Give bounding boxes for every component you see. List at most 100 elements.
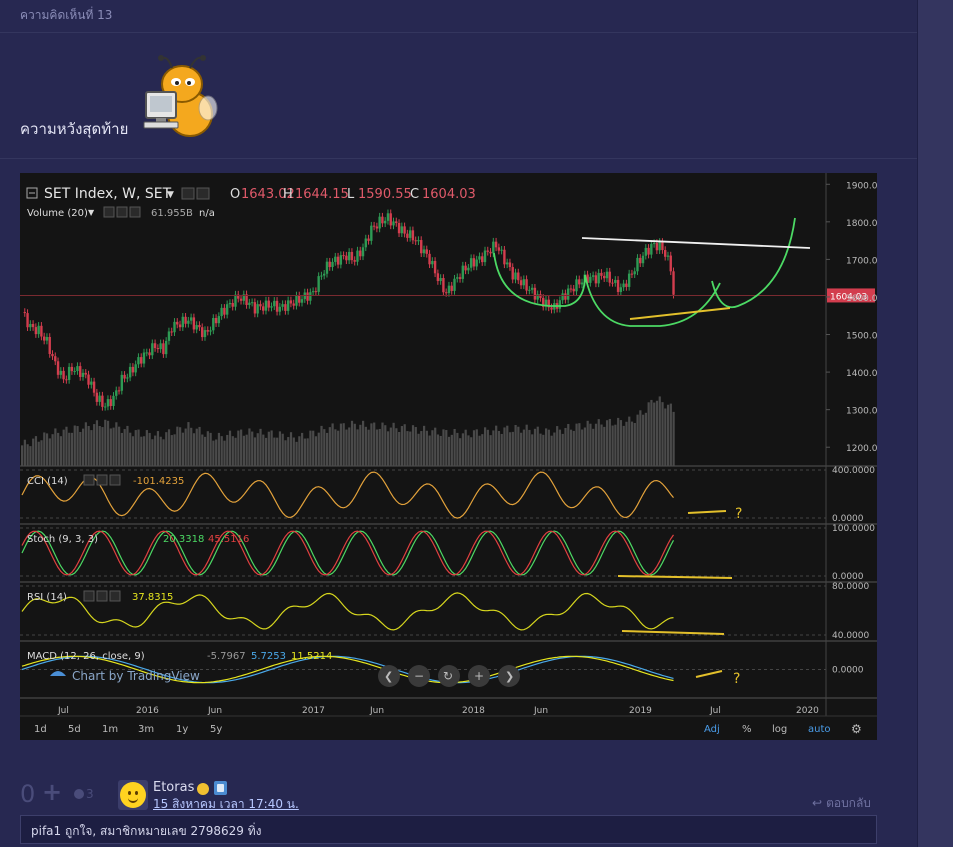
scale-option[interactable]: Adj xyxy=(704,724,720,735)
candle-body xyxy=(239,298,243,301)
timeframe-1m[interactable]: 1m xyxy=(102,724,118,735)
volume-bar xyxy=(655,400,659,466)
volume-bar xyxy=(203,436,207,466)
candle-body xyxy=(306,292,309,301)
candle-body xyxy=(103,406,107,408)
volume-bar xyxy=(309,430,312,466)
candle-body xyxy=(189,317,193,321)
candle-body xyxy=(117,390,121,392)
volume-bar xyxy=(251,431,254,466)
gear-icon[interactable]: ⚙ xyxy=(851,722,862,736)
cci-close-icon[interactable] xyxy=(109,474,121,486)
candle-body xyxy=(56,361,60,375)
support-line xyxy=(629,307,731,320)
chart-nav-buttons[interactable]: ❮ − ↻ + ❯ xyxy=(378,665,520,687)
rsi-value: 37.8315 xyxy=(132,592,173,603)
rsi-eye-icon[interactable] xyxy=(83,590,95,602)
candle-body xyxy=(630,273,634,275)
x-tick-label: 2016 xyxy=(136,706,159,716)
volume-bar xyxy=(672,411,675,466)
volume-bar xyxy=(223,440,226,466)
volume-bar xyxy=(206,431,209,466)
price-tick-label: 1600.00 xyxy=(846,294,877,304)
settings-icon[interactable] xyxy=(196,187,210,200)
candle-body xyxy=(95,392,99,402)
candle-body xyxy=(314,291,318,293)
volume-bar xyxy=(464,429,467,466)
volume-bar xyxy=(317,432,320,466)
candle-body xyxy=(514,272,517,280)
candle-body xyxy=(558,300,562,309)
emotion-icon[interactable] xyxy=(74,789,84,799)
candle-body xyxy=(309,292,312,301)
candle-body xyxy=(198,325,201,328)
cci-eye-icon[interactable] xyxy=(83,474,95,486)
volume-bar xyxy=(428,435,431,466)
rsi-settings-icon[interactable] xyxy=(96,590,108,602)
tradingview-chart[interactable]: 1604.03 ?? 1900.001800.001700.001600.001… xyxy=(20,173,877,740)
scale-option[interactable]: auto xyxy=(808,724,831,735)
volume-eye-icon[interactable] xyxy=(103,206,115,218)
volume-bar xyxy=(215,439,218,466)
post-date-link[interactable]: 15 สิงหาคม เวลา 17:40 น. xyxy=(153,797,299,811)
volume-bar xyxy=(603,426,606,466)
stoch-label: Stoch (9, 3, 3) xyxy=(27,534,98,545)
volume-close-icon[interactable] xyxy=(129,206,141,218)
candle-body xyxy=(256,304,259,314)
vote-plus-button[interactable]: + xyxy=(42,778,63,806)
reply-button[interactable]: ↩ ตอบกลับ xyxy=(812,794,871,813)
candle-body xyxy=(669,255,672,272)
macd-question-mark: ? xyxy=(733,671,740,687)
volume-settings-icon[interactable] xyxy=(116,206,128,218)
timeframe-3m[interactable]: 3m xyxy=(138,724,154,735)
timeframe-5d[interactable]: 5d xyxy=(68,724,81,735)
candle-body xyxy=(187,320,190,324)
candle-body xyxy=(525,279,528,291)
volume-bar xyxy=(129,432,132,466)
candle-body xyxy=(339,255,343,265)
volume-bar xyxy=(356,429,359,466)
volume-dropdown-icon[interactable]: ▼ xyxy=(88,208,95,217)
volume-bar xyxy=(337,430,340,466)
volume-bar xyxy=(359,424,362,466)
stoch-support-line xyxy=(617,575,733,579)
candle-body xyxy=(264,300,268,311)
timeframe-5y[interactable]: 5y xyxy=(210,724,222,735)
volume-bar xyxy=(636,414,639,466)
volume-bar xyxy=(242,435,245,466)
candle-body xyxy=(234,294,237,307)
cci-value: -101.4235 xyxy=(133,476,184,487)
volume-bar xyxy=(625,421,628,466)
candle-body xyxy=(383,220,387,224)
candle-body xyxy=(59,370,63,375)
username-link[interactable]: Etoras xyxy=(153,780,195,795)
candle-body xyxy=(444,292,448,294)
collapse-icon[interactable] xyxy=(26,187,38,199)
candle-body xyxy=(317,276,320,292)
candle-body xyxy=(131,366,135,373)
timeframe-1y[interactable]: 1y xyxy=(176,724,188,735)
candle-body xyxy=(140,357,143,364)
volume-bar xyxy=(622,425,625,466)
volume-bar xyxy=(331,423,334,466)
avatar[interactable] xyxy=(118,780,148,810)
volume-bar xyxy=(486,429,489,466)
volume-bar xyxy=(539,433,542,466)
scale-option[interactable]: log xyxy=(772,724,787,735)
volume-bar xyxy=(353,423,356,466)
timeframe-1d[interactable]: 1d xyxy=(34,724,47,735)
volume-bar xyxy=(567,423,570,466)
candle-body xyxy=(106,399,110,407)
tradingview-watermark[interactable]: Chart by TradingView xyxy=(72,669,200,683)
candle-body xyxy=(372,225,376,227)
x-tick-label: 2019 xyxy=(629,706,652,716)
candle-body xyxy=(181,316,184,328)
eye-icon[interactable] xyxy=(181,187,195,200)
symbol-dropdown-icon[interactable]: ▼ xyxy=(167,190,174,200)
volume-bar xyxy=(151,439,154,466)
rsi-close-icon[interactable] xyxy=(109,590,121,602)
cci-settings-icon[interactable] xyxy=(96,474,108,486)
vote-count: 0 xyxy=(20,780,36,808)
indicator-tick-label: 40.0000 xyxy=(832,631,869,641)
scale-option[interactable]: % xyxy=(742,724,752,735)
